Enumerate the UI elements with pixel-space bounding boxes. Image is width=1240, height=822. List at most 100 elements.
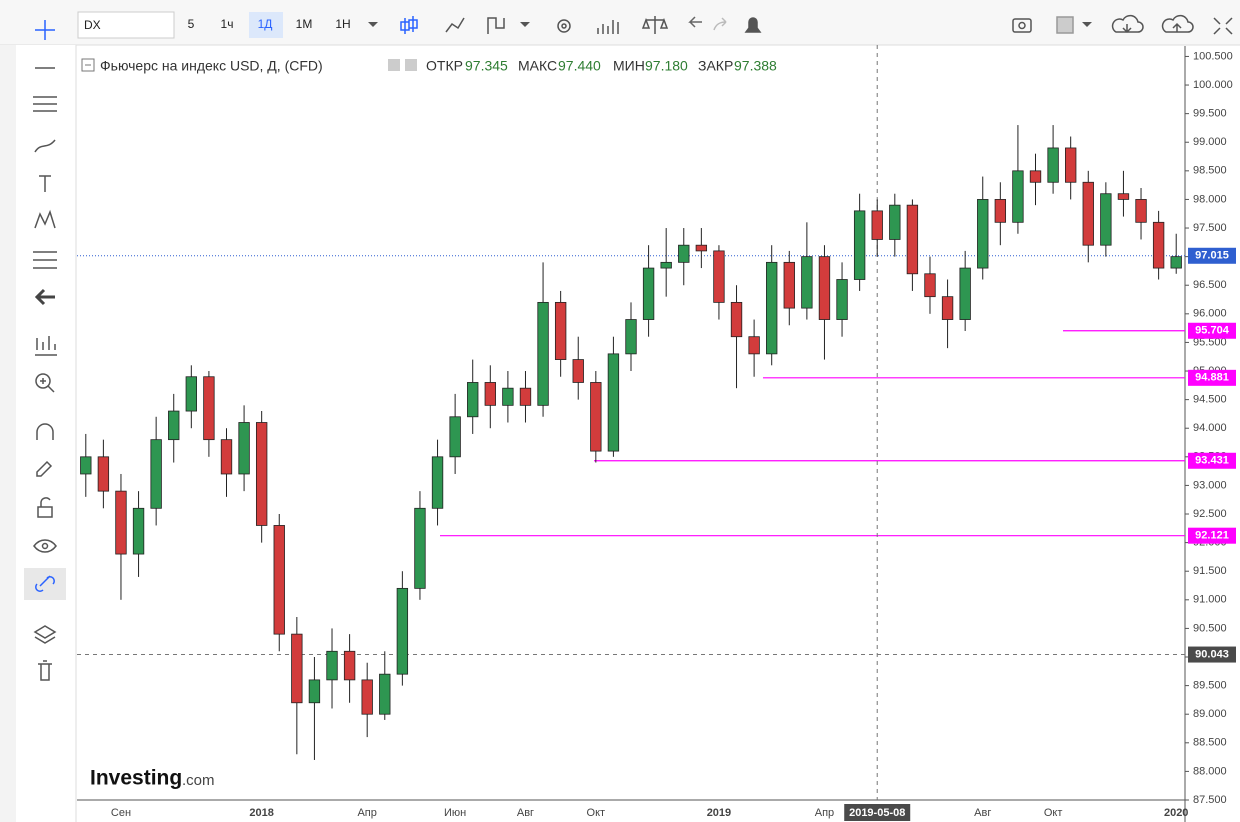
candle-body — [326, 650, 338, 681]
candle-body — [132, 507, 145, 555]
legend-label: ЗАКР — [698, 58, 733, 74]
candle-body — [379, 673, 391, 715]
candle-body — [519, 387, 532, 406]
x-tick-label: Апр — [815, 807, 834, 819]
x-tick-label: Июн — [444, 807, 466, 819]
last-price-label-bg — [1188, 247, 1236, 264]
candle-body — [994, 199, 1007, 223]
dropdown-arrow[interactable] — [368, 22, 378, 27]
candle-body — [1029, 170, 1042, 183]
candle-body — [185, 376, 197, 412]
candle-body — [431, 456, 444, 509]
drawing-tools[interactable] — [33, 20, 57, 681]
candle-body — [977, 199, 989, 269]
candle-body — [273, 525, 285, 635]
x-tick-label: 2018 — [249, 807, 273, 819]
candle-body — [959, 267, 971, 320]
candle-body — [660, 261, 672, 269]
candle-body — [678, 244, 690, 263]
candle-body — [554, 301, 567, 360]
legend-value: 97.345 — [465, 58, 508, 74]
crosshair-date-label: 2019-05-08 — [849, 807, 905, 819]
y-tick-label: 94.500 — [1193, 394, 1227, 406]
candle-body — [467, 382, 479, 418]
y-tick-label: 96.000 — [1193, 308, 1227, 320]
candle-body — [1065, 147, 1077, 183]
left-strip — [0, 45, 16, 822]
y-tick-label: 97.500 — [1193, 222, 1227, 234]
candle-body — [150, 439, 162, 509]
toolbar-icons — [400, 14, 1233, 35]
candle-body — [572, 359, 584, 383]
level-label-bg — [1188, 452, 1236, 469]
level-label-bg — [1188, 369, 1236, 386]
crosshair-date-bg — [844, 804, 911, 821]
candle-body — [308, 679, 321, 704]
y-tick-label: 91.000 — [1193, 594, 1227, 606]
candle-body — [238, 422, 250, 475]
candle-body — [255, 422, 268, 526]
candle-body — [203, 376, 215, 441]
symbol-box[interactable] — [77, 11, 175, 39]
top-toolbar — [0, 0, 1240, 45]
candle-body — [1117, 193, 1130, 200]
x-tick-label: Апр — [357, 807, 376, 819]
y-tick-label: 100.000 — [1193, 79, 1233, 91]
crosshair-price-bg — [1188, 646, 1236, 663]
level-label: 93.431 — [1195, 455, 1229, 467]
candle-body — [1047, 147, 1059, 183]
candle-body — [396, 587, 409, 675]
logo-suffix: .com — [182, 772, 215, 789]
candle-body — [449, 416, 461, 458]
level-label-bg — [1188, 527, 1236, 544]
candle-body — [695, 244, 708, 252]
candle-body — [1082, 181, 1094, 246]
candle-body — [291, 633, 303, 704]
y-tick-label: 90.500 — [1193, 622, 1227, 634]
x-tick-label: Окт — [1044, 807, 1063, 819]
candle-body — [642, 267, 655, 320]
settings-button[interactable] — [388, 59, 400, 71]
y-tick-label: 98.000 — [1193, 193, 1227, 205]
y-tick-label: 89.000 — [1193, 708, 1227, 720]
candle-body — [748, 336, 760, 355]
y-tick-label: 95.500 — [1193, 336, 1227, 348]
settings-button[interactable] — [405, 59, 417, 71]
candle-body — [818, 256, 831, 320]
candle-body — [115, 490, 127, 555]
y-tick-label: 92.500 — [1193, 508, 1227, 520]
x-tick-label: 2019 — [707, 807, 731, 819]
candle-body — [220, 439, 233, 475]
x-tick-label: Авг — [517, 807, 534, 819]
interval[interactable]: 1Д — [258, 17, 273, 31]
x-tick-label: 2020 — [1164, 807, 1188, 819]
legend-value: 97.440 — [558, 58, 601, 74]
interval[interactable]: 1М — [296, 17, 313, 31]
candle-body — [484, 382, 496, 406]
candle-body — [168, 410, 180, 441]
y-tick-label: 96.500 — [1193, 279, 1227, 291]
x-tick-label: Сен — [111, 807, 131, 819]
y-tick-label: 100.500 — [1193, 50, 1233, 62]
symbol[interactable]: DX — [84, 18, 101, 32]
candle-body — [941, 296, 954, 320]
interval[interactable]: 1ч — [221, 17, 234, 31]
candle-body — [889, 204, 901, 240]
candle-body — [1100, 193, 1112, 246]
legend-label: МИН — [613, 58, 645, 74]
candle-body — [607, 353, 620, 452]
candle-body — [924, 273, 936, 298]
candle-body — [361, 679, 373, 715]
level-label: 95.704 — [1195, 325, 1230, 337]
candle-body — [713, 250, 725, 303]
chart-marks: 87.50088.00088.50089.00089.50090.00090.5… — [77, 45, 1236, 821]
y-tick-label: 88.500 — [1193, 737, 1227, 749]
candle-body — [730, 301, 743, 338]
interval[interactable]: 1Н — [335, 17, 350, 31]
candle-body — [1012, 170, 1024, 223]
candle-body — [766, 261, 778, 355]
legend-value: 97.180 — [645, 58, 688, 74]
candle-body — [80, 456, 92, 475]
interval[interactable]: 5 — [188, 17, 195, 31]
